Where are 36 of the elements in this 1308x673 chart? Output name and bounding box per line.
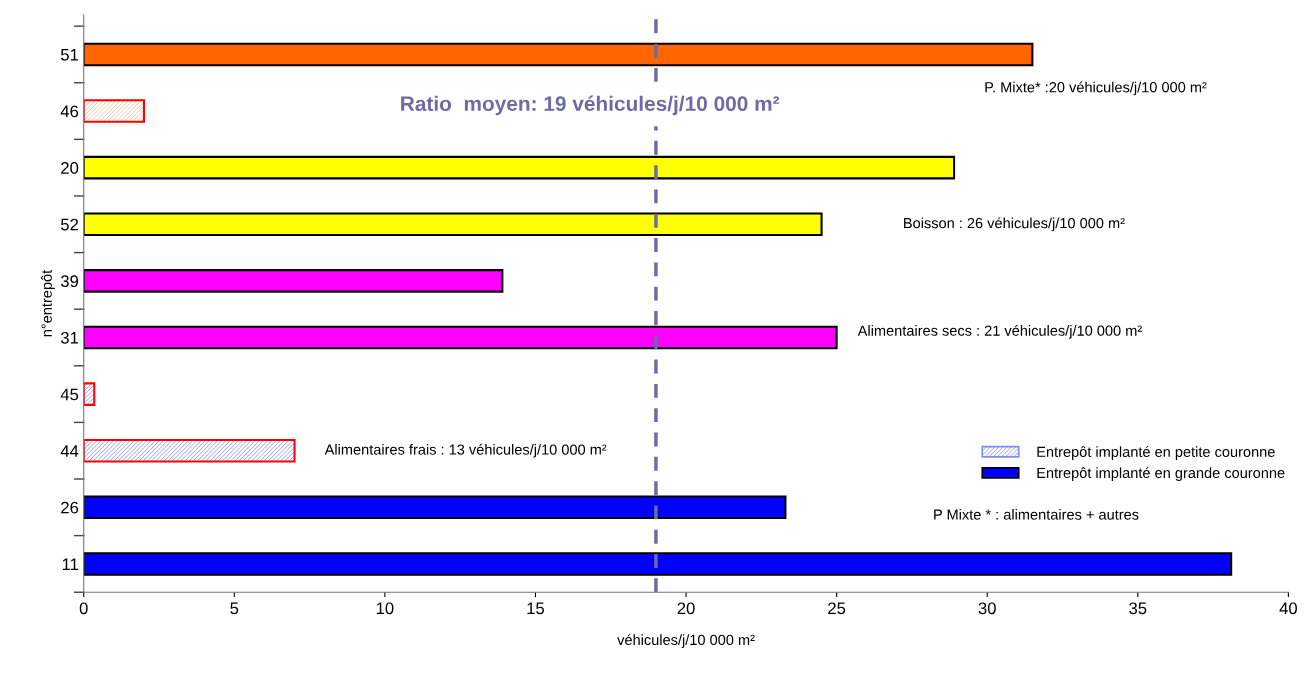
x-tick-label: 40 xyxy=(1279,602,1297,615)
y-axis-title: n°entrepôt xyxy=(41,269,55,337)
y-tick-label: 51 xyxy=(60,49,79,61)
bar xyxy=(83,552,1233,576)
y-tick-label: 46 xyxy=(60,105,79,118)
legend-label: Entrepôt implanté en grande couronne xyxy=(1037,467,1285,481)
x-tick-label: 35 xyxy=(1129,602,1147,615)
ref-line-label: Ratio moyen: 19 véhicules/j/10 000 m² xyxy=(401,95,780,116)
bar xyxy=(83,269,504,293)
annotation: Alimentaires secs : 21 véhicules/j/10 000 m² xyxy=(857,324,1142,339)
legend-label: Entrepôt implanté en petite couronne xyxy=(1037,446,1275,460)
y-tick-label: 44 xyxy=(60,445,79,457)
x-tick-label: 10 xyxy=(376,602,394,615)
bar xyxy=(83,495,787,520)
bar xyxy=(83,212,823,237)
y-tick-label: 52 xyxy=(60,218,79,231)
y-tick-label: 39 xyxy=(60,275,79,288)
y-tick-label: 20 xyxy=(61,162,79,174)
x-tick-label: 25 xyxy=(828,602,846,615)
x-tick-label: 15 xyxy=(527,602,545,615)
y-tick-label: 45 xyxy=(60,388,79,401)
y-tick-label: 31 xyxy=(60,331,79,344)
x-tick-label: 30 xyxy=(978,602,996,615)
x-tick-label: 0 xyxy=(79,602,88,615)
x-tick-label: 5 xyxy=(230,602,239,615)
y-tick-label: 11 xyxy=(62,558,79,570)
annotation: P Mixte * : alimentaires + autres xyxy=(934,509,1139,520)
annotation: P. Mixte* :20 véhicules/j/10 000 m² xyxy=(985,81,1207,96)
bar xyxy=(83,155,956,180)
x-axis-title: véhicules/j/10 000 m² xyxy=(617,634,755,648)
annotation: Alimentaires frais : 13 véhicules/j/10 000 m² xyxy=(324,443,607,458)
bar xyxy=(83,42,1034,67)
bar xyxy=(83,325,838,350)
x-tick-label: 20 xyxy=(677,602,695,615)
y-tick-label: 26 xyxy=(61,501,79,514)
annotation: Boisson : 26 véhicules/j/10 000 m² xyxy=(904,217,1125,232)
